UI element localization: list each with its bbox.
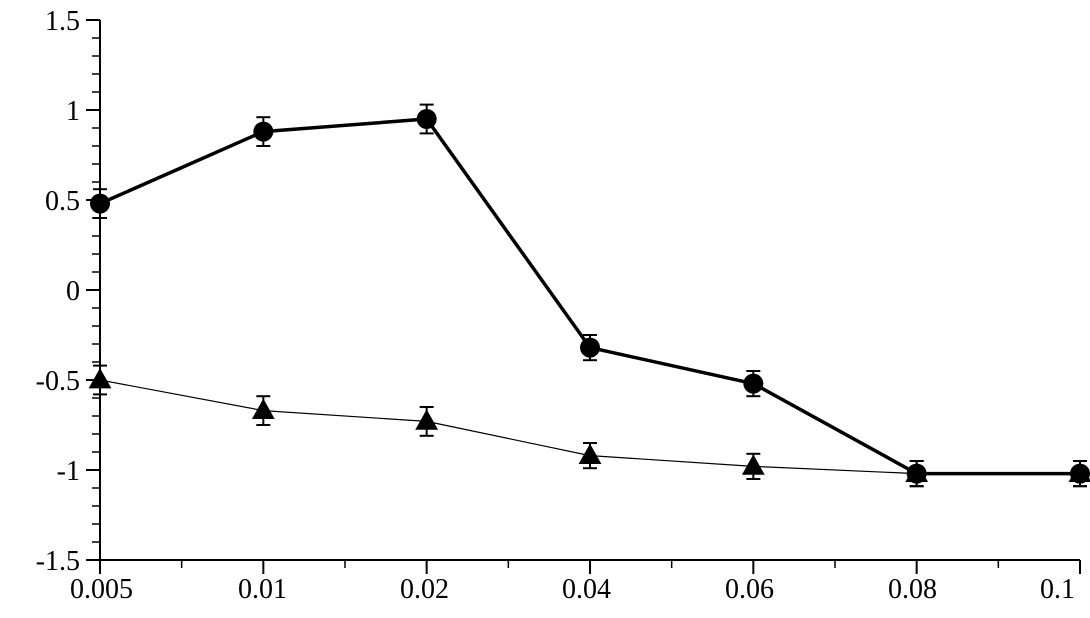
x-tick-label: 0.005	[70, 574, 133, 606]
x-tick-label: 0.1	[1040, 574, 1075, 606]
y-tick-label: 1.5	[10, 6, 80, 38]
line-chart	[0, 0, 1090, 618]
x-tick-label: 0.06	[725, 574, 774, 606]
y-tick-label: -0.5	[0, 366, 80, 398]
x-tick-label: 0.04	[562, 574, 611, 606]
x-tick-label: 0.02	[400, 574, 449, 606]
y-tick-label: 1	[10, 96, 80, 128]
x-tick-label: 0.01	[238, 574, 287, 606]
y-tick-label: -1.5	[0, 546, 80, 578]
y-tick-label: -1	[0, 456, 80, 488]
x-tick-label: 0.08	[888, 574, 937, 606]
y-tick-label: 0.5	[10, 186, 80, 218]
y-tick-label: 0	[10, 276, 80, 308]
